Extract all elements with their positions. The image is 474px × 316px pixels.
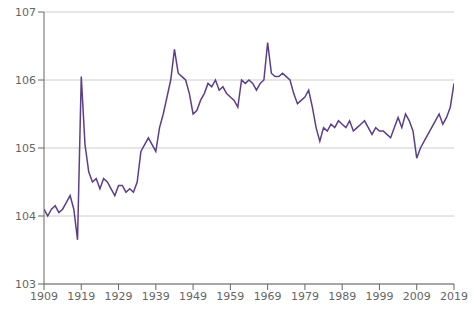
svg-text:106: 106 — [15, 74, 36, 87]
svg-text:1949: 1949 — [179, 290, 207, 303]
svg-text:2009: 2009 — [403, 290, 431, 303]
svg-text:1929: 1929 — [105, 290, 133, 303]
svg-text:1979: 1979 — [291, 290, 319, 303]
svg-text:103: 103 — [15, 278, 36, 291]
svg-text:105: 105 — [15, 142, 36, 155]
svg-text:2019: 2019 — [440, 290, 466, 303]
svg-text:1959: 1959 — [216, 290, 244, 303]
svg-text:104: 104 — [15, 210, 36, 223]
svg-text:1909: 1909 — [30, 290, 58, 303]
svg-text:1939: 1939 — [142, 290, 170, 303]
svg-text:1919: 1919 — [67, 290, 95, 303]
svg-text:1969: 1969 — [254, 290, 282, 303]
svg-text:1989: 1989 — [328, 290, 356, 303]
svg-text:107: 107 — [15, 6, 36, 19]
svg-text:1999: 1999 — [365, 290, 393, 303]
